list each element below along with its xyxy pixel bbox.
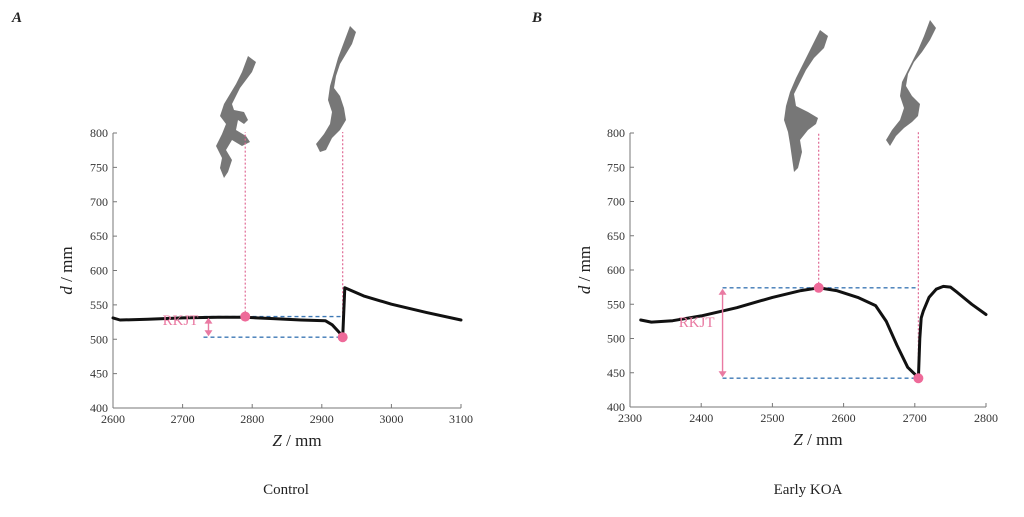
x-axis-label: Z / mm xyxy=(272,431,321,450)
y-axis-unit: / mm xyxy=(575,246,594,286)
y-axis-unit: / mm xyxy=(57,246,76,286)
panel-caption: Early KOA xyxy=(774,482,843,498)
rkjt-label: RKJT xyxy=(163,313,199,329)
x-tick-label: 2800 xyxy=(974,411,998,425)
y-tick-label: 750 xyxy=(607,160,625,174)
rkjt-arrowhead-down xyxy=(204,330,213,337)
y-tick-label: 750 xyxy=(90,160,108,174)
x-tick-label: 2700 xyxy=(171,412,195,426)
data-point-marker xyxy=(813,282,824,293)
panel-label-b: B xyxy=(531,10,542,26)
y-axis-variable: d xyxy=(57,286,76,295)
y-tick-label: 700 xyxy=(607,195,625,209)
x-axis-label: Z / mm xyxy=(793,430,842,449)
panel-a: A 400 450 500 550 600 650 700 750 800 2600 2700 280… xyxy=(11,10,473,498)
y-tick-label: 700 xyxy=(90,195,108,209)
x-axis-unit: / mm xyxy=(803,430,843,449)
x-tick-label: 2300 xyxy=(618,411,642,425)
series-line-right-segment xyxy=(341,286,463,339)
rkjt-arrowhead-down xyxy=(718,371,727,378)
y-axis-variable: d xyxy=(575,285,594,294)
x-tick-label: 2700 xyxy=(903,411,927,425)
rkjt-arrowhead-up xyxy=(718,288,727,295)
silhouette-right-icon xyxy=(886,20,936,146)
series-line-right-segment xyxy=(916,284,988,380)
y-tick-label: 600 xyxy=(607,263,625,277)
y-axis-label: d / mm xyxy=(575,246,594,294)
y-tick-label: 650 xyxy=(607,229,625,243)
y-tick-label: 400 xyxy=(90,401,108,415)
x-tick-label: 2600 xyxy=(101,412,125,426)
data-point-marker xyxy=(337,332,348,343)
x-axis-variable: Z xyxy=(793,430,803,449)
x-tick-label: 3100 xyxy=(449,412,473,426)
y-tick-label: 800 xyxy=(90,126,108,140)
y-tick-label: 550 xyxy=(90,298,108,312)
x-tick-label: 3000 xyxy=(379,412,403,426)
data-point-marker xyxy=(240,311,251,322)
y-tick-label: 650 xyxy=(90,229,108,243)
panel-label-a: A xyxy=(11,10,22,26)
silhouette-left-icon xyxy=(784,30,828,172)
y-tick-label: 550 xyxy=(607,297,625,311)
series-line-left-segment xyxy=(111,315,345,339)
y-tick-label: 450 xyxy=(90,367,108,381)
y-axis-label: d / mm xyxy=(57,246,76,294)
panel-caption: Control xyxy=(263,482,309,498)
x-tick-label: 2500 xyxy=(760,411,784,425)
silhouette-left-icon xyxy=(216,56,256,178)
rkjt-arrowhead-up xyxy=(204,317,213,324)
y-tick-label: 800 xyxy=(607,126,625,140)
y-tick-label: 600 xyxy=(90,264,108,278)
series-line-left-segment xyxy=(639,286,920,380)
rkjt-label: RKJT xyxy=(679,315,715,331)
y-tick-label: 500 xyxy=(607,332,625,346)
x-axis-variable: Z xyxy=(272,431,282,450)
y-tick-label: 500 xyxy=(90,332,108,346)
x-tick-label: 2600 xyxy=(832,411,856,425)
panel-b: B 400 450 500 550 600 650 700 750 800 2300 2400 250… xyxy=(531,10,998,498)
x-tick-label: 2900 xyxy=(310,412,334,426)
x-tick-label: 2400 xyxy=(689,411,713,425)
data-point-marker xyxy=(913,373,924,384)
silhouette-right-icon xyxy=(316,26,356,152)
x-axis-unit: / mm xyxy=(282,431,322,450)
x-tick-label: 2800 xyxy=(240,412,264,426)
y-tick-label: 450 xyxy=(607,366,625,380)
y-tick-label: 400 xyxy=(607,400,625,414)
